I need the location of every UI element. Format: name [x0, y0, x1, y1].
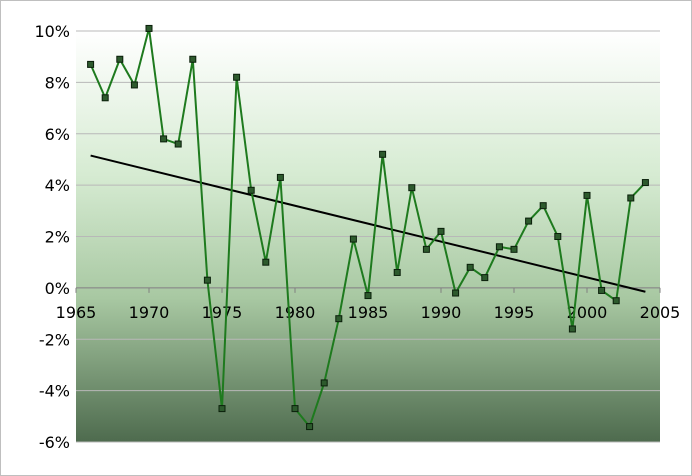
data-point-marker	[466, 263, 474, 271]
y-tick-label: 2%	[45, 228, 70, 247]
data-point-marker	[452, 289, 460, 297]
data-point-marker	[247, 186, 255, 194]
y-tick-label: 6%	[45, 125, 70, 144]
data-point-marker	[612, 297, 620, 305]
data-point-marker	[306, 423, 314, 431]
data-point-marker	[174, 140, 182, 148]
data-point-marker	[349, 235, 357, 243]
y-tick-label: -2%	[39, 330, 70, 349]
x-tick-label: 2000	[567, 303, 608, 322]
data-point-marker	[627, 194, 635, 202]
data-point-marker	[335, 315, 343, 323]
data-point-marker	[539, 202, 547, 210]
data-point-marker	[276, 173, 284, 181]
data-point-marker	[641, 179, 649, 187]
data-point-marker	[320, 379, 328, 387]
data-point-marker	[481, 274, 489, 282]
data-point-marker	[189, 55, 197, 63]
data-point-marker	[203, 276, 211, 284]
data-point-marker	[233, 73, 241, 81]
data-point-marker	[262, 258, 270, 266]
data-point-marker	[437, 227, 445, 235]
data-point-marker	[364, 292, 372, 300]
data-point-marker	[379, 150, 387, 158]
x-tick-label: 1975	[202, 303, 243, 322]
data-point-marker	[554, 233, 562, 240]
x-tick-label: 1980	[275, 303, 316, 322]
y-tick-label: -4%	[39, 382, 70, 401]
x-tick-label: 1965	[56, 303, 97, 322]
data-point-marker	[218, 405, 226, 413]
y-tick-label: 0%	[45, 279, 70, 298]
data-point-marker	[422, 245, 430, 253]
x-axis-tick-labels: 1965 1970 1975 1980 1985 1990 1995 2000 2005	[56, 303, 681, 322]
gridlines	[75, 30, 661, 443]
data-point-marker	[101, 94, 109, 102]
data-point-marker	[568, 325, 576, 333]
data-point-marker	[291, 405, 299, 413]
x-tick-label: 1970	[129, 303, 170, 322]
data-point-marker	[583, 191, 591, 199]
x-tick-label: 2005	[640, 303, 681, 322]
data-point-marker	[145, 24, 153, 32]
x-tick-label: 1990	[421, 303, 462, 322]
data-point-marker	[393, 268, 401, 276]
y-tick-label: 4%	[45, 176, 70, 195]
data-point-marker	[130, 81, 138, 89]
data-markers	[87, 24, 649, 431]
data-point-marker	[495, 243, 503, 251]
data-point-marker	[160, 135, 168, 143]
data-point-marker	[598, 286, 606, 294]
x-tick-label: 1995	[494, 303, 535, 322]
data-point-marker	[525, 217, 533, 225]
data-point-marker	[408, 184, 416, 192]
trendline	[90, 154, 646, 293]
y-tick-label: 10%	[34, 22, 70, 41]
x-tick-label: 1985	[348, 303, 389, 322]
data-point-marker	[510, 245, 518, 253]
data-point-marker	[87, 60, 95, 68]
y-tick-label: -6%	[39, 433, 70, 452]
data-point-marker	[116, 55, 124, 63]
y-tick-label: 8%	[45, 73, 70, 92]
y-axis-tick-labels: -6% -4% -2% 0% 2% 4% 6% 8% 10%	[34, 22, 70, 452]
